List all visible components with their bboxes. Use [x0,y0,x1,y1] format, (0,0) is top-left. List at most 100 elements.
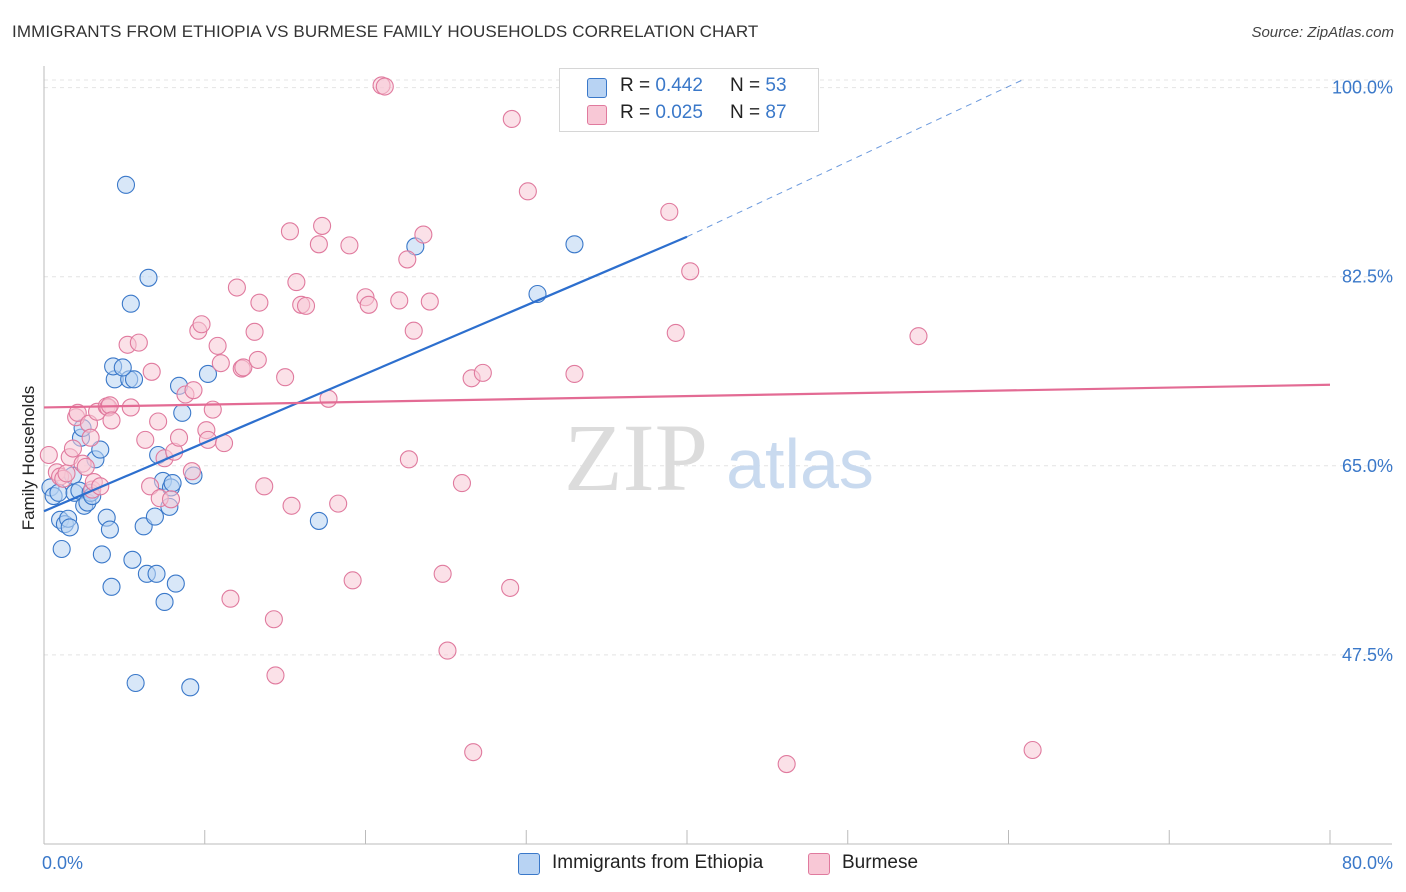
burmese-point [390,291,409,310]
burmese-point [1023,740,1042,760]
burmese-point [399,450,418,469]
burmese-point [464,743,483,762]
legend-label-burmese: Burmese [842,852,919,873]
legend-n-label: N = [730,102,761,123]
legend-r-label: R = [620,102,651,123]
ethiopia-point [116,175,136,194]
burmese-point [102,411,121,430]
burmese-point [81,428,100,447]
burmese-point [227,278,246,297]
ethiopia-point [121,294,140,313]
ethiopia-point [52,539,71,559]
legend-swatch-burmese [808,853,830,875]
watermark-atlas: atlas [726,425,874,503]
burmese-point [343,571,362,590]
ethiopia-point [181,678,200,697]
burmese-point [473,363,492,382]
burmese-point [518,182,537,201]
ethiopia-point [163,474,182,493]
burmese-point [313,216,332,235]
burmese-point [57,464,76,483]
burmese-point [121,398,140,417]
burmese-point [438,641,457,660]
source-credit: Source: ZipAtlas.com [1251,24,1394,41]
burmese-trend-line [43,383,1331,409]
legend-r-label: R = [620,75,651,96]
legend-row-burmese: R = 0.025 N = 87 [560,101,818,127]
burmese-point [68,403,87,422]
trend-lines [43,78,1331,513]
burmese-point [666,323,685,342]
legend-n-label: N = [730,75,761,96]
burmese-point [452,474,472,493]
burmese-point [221,589,240,608]
ethiopia-point [123,550,142,569]
burmese-point [660,202,679,221]
legend-swatch-ethiopia [518,853,540,875]
burmese-point [420,292,439,311]
ethiopia-point [565,235,584,254]
burmese-point [192,315,211,334]
legend-n-value: 53 [765,75,787,96]
ethiopia-point [92,545,111,564]
burmese-point [63,439,82,458]
ethiopia-trend-extension [686,78,1025,238]
y-tick-label: 100.0% [1332,78,1393,98]
burmese-point [39,445,58,465]
ethiopia-point [166,574,185,593]
burmese-point [208,336,227,355]
ethiopia-point [126,673,145,693]
ethiopia-point [60,518,79,537]
burmese-point [129,333,148,352]
burmese-point [264,610,283,629]
tick-labels: 47.5% 65.0% 82.5% 100.0% 0.0% 80.0% [42,78,1393,873]
burmese-point [414,225,433,244]
x-tick-label: 80.0% [1342,853,1393,873]
burmese-point [161,490,181,509]
burmese-point [234,358,253,377]
burmese-point [359,295,378,314]
burmese-point [329,494,348,513]
burmese-point [182,462,201,481]
legend-swatch-burmese [587,105,607,125]
burmese-point [184,381,203,400]
burmese-point [266,666,285,685]
legend-r-value: 0.025 [655,102,703,123]
burmese-point [296,296,316,315]
burmese-point [309,235,328,254]
ethiopia-point [124,370,144,389]
burmese-point [909,327,928,346]
burmese-point [136,430,155,449]
burmese-point [340,236,359,255]
burmese-point [250,293,269,312]
burmese-point [198,430,218,449]
ethiopia-point [113,358,132,377]
watermark: ZIP atlas [564,404,874,511]
burmese-points [39,76,1042,774]
ethiopia-point [145,507,164,526]
burmese-point [287,273,306,292]
stats-legend: R = 0.442 N = 53 R = 0.025 N = 87 [559,68,819,132]
chart-title: IMMIGRANTS FROM ETHIOPIA VS BURMESE FAMI… [12,22,759,41]
burmese-point [433,564,452,583]
legend-row-ethiopia: R = 0.442 N = 53 [560,74,818,100]
burmese-point [777,754,796,774]
burmese-point [501,578,520,597]
watermark-zip: ZIP [564,404,708,511]
ethiopia-point [102,577,121,596]
ethiopia-point [198,364,218,384]
burmese-point [149,412,168,431]
burmese-point [169,428,189,447]
burmese-point [398,250,417,269]
legend-swatch-ethiopia [587,78,607,98]
burmese-point [142,362,161,381]
ethiopia-point [155,592,174,612]
ethiopia-point [147,564,166,583]
burmese-point [211,354,230,373]
ethiopia-trend-line [43,235,688,513]
y-tick-label: 82.5% [1342,267,1393,287]
axes [43,66,1392,845]
ethiopia-point [139,268,158,287]
burmese-point [280,222,299,241]
